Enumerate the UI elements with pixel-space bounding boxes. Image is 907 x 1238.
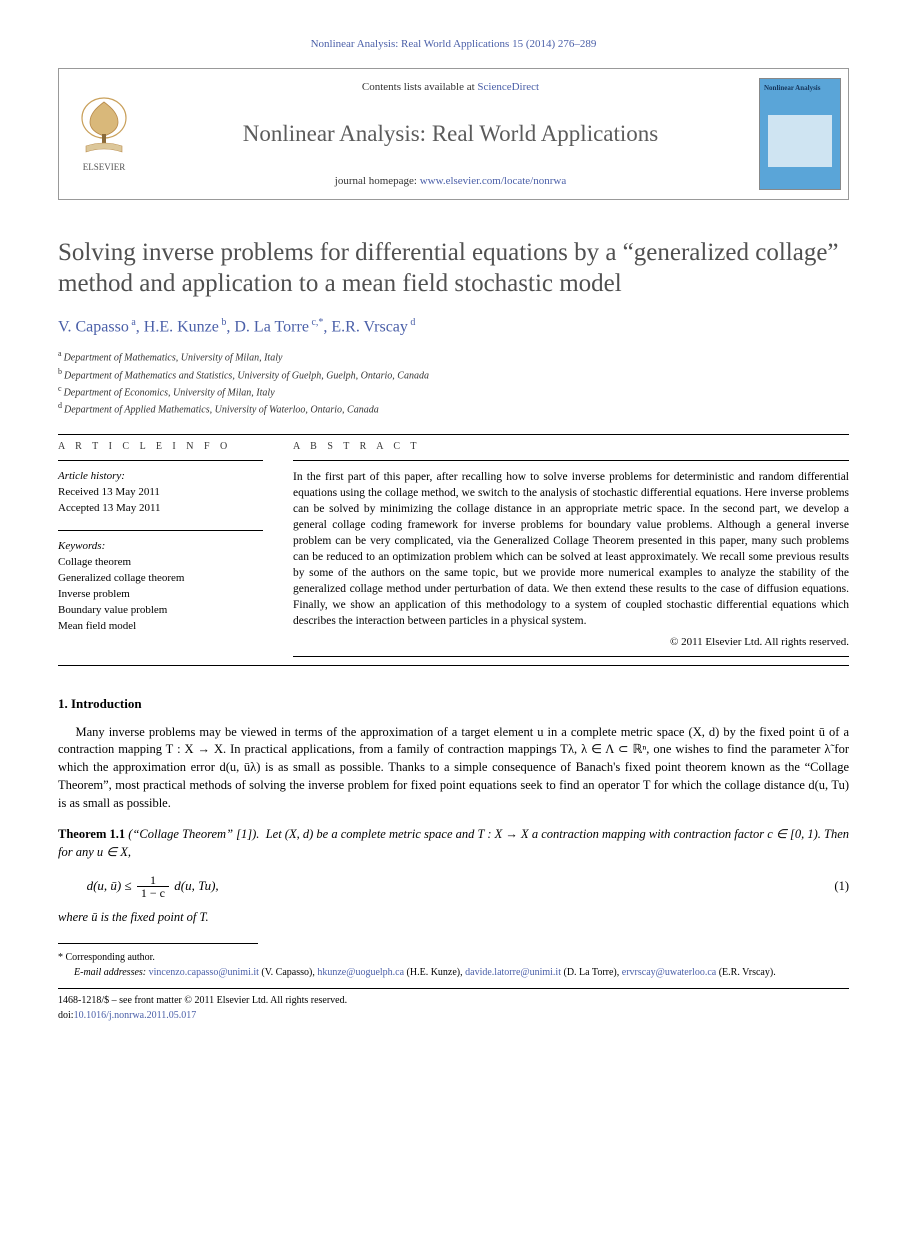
eq-rhs: d(u, Tu), (171, 878, 219, 893)
cover-inner-box (768, 115, 832, 167)
keywords-label: Keywords: (58, 539, 263, 555)
email-link[interactable]: hkunze@uoguelph.ca (317, 967, 404, 978)
bottom-divider (58, 988, 849, 989)
eq-fraction: 11 − c (137, 874, 169, 900)
abstract-heading: A B S T R A C T (293, 441, 849, 452)
doi-line: doi:10.1016/j.nonrwa.2011.05.017 (58, 1009, 849, 1024)
author-affil-sup: a (129, 317, 136, 328)
article-history: Article history: Received 13 May 2011 Ac… (58, 469, 263, 517)
equation-1: d(u, ū) ≤ 11 − c d(u, Tu), (58, 874, 834, 900)
sciencedirect-link[interactable]: ScienceDirect (477, 81, 539, 93)
abstract-divider (293, 460, 849, 461)
footnotes-block: * Corresponding author. E-mail addresses… (58, 950, 849, 980)
equation-1-followup: where ū is the fixed point of T. (58, 910, 849, 925)
email-link[interactable]: davide.latorre@unimi.it (465, 967, 561, 978)
affiliation: b Department of Mathematics and Statisti… (58, 366, 849, 383)
keyword: Collage theorem (58, 555, 263, 571)
article-authors: V. Capasso a, H.E. Kunze b, D. La Torre … (58, 317, 849, 336)
author[interactable]: E.R. Vrscay (331, 318, 408, 335)
header-citation: Nonlinear Analysis: Real World Applicati… (58, 38, 849, 50)
email-link[interactable]: vincenzo.capasso@unimi.it (149, 967, 259, 978)
author[interactable]: H.E. Kunze (144, 318, 219, 335)
article-info-heading: A R T I C L E I N F O (58, 441, 263, 452)
info-divider-2 (58, 530, 263, 531)
affiliation: a Department of Mathematics, University … (58, 348, 849, 365)
theorem-citation: (“Collage Theorem” [1]). (128, 827, 259, 841)
homepage-link[interactable]: www.elsevier.com/locate/nonrwa (420, 175, 567, 187)
eq-lhs: d(u, ū) ≤ (87, 878, 135, 893)
author[interactable]: D. La Torre (234, 318, 309, 335)
theorem-1-1: Theorem 1.1 (“Collage Theorem” [1]). Let… (58, 826, 849, 862)
info-divider-1 (58, 460, 263, 461)
email-link[interactable]: ervrscay@uwaterloo.ca (622, 967, 716, 978)
affiliations-block: a Department of Mathematics, University … (58, 348, 849, 417)
contents-available-line: Contents lists available at ScienceDirec… (149, 81, 752, 93)
article-title: Solving inverse problems for differentia… (58, 238, 849, 299)
email-addresses-line: E-mail addresses: vincenzo.capasso@unimi… (58, 965, 849, 980)
homepage-prefix: journal homepage: (335, 175, 420, 187)
affiliation: c Department of Economics, University of… (58, 383, 849, 400)
history-label: Article history: (58, 469, 263, 485)
elsevier-tree-icon (76, 96, 132, 158)
bottom-matter: 1468-1218/$ – see front matter © 2011 El… (58, 994, 849, 1023)
issn-copyright-line: 1468-1218/$ – see front matter © 2011 El… (58, 994, 849, 1009)
publisher-name: ELSEVIER (83, 162, 126, 172)
article-info-column: A R T I C L E I N F O Article history: R… (58, 441, 263, 665)
keyword: Mean field model (58, 619, 263, 635)
author-affil-sup: d (408, 317, 416, 328)
homepage-line: journal homepage: www.elsevier.com/locat… (149, 175, 752, 187)
equation-number-1: (1) (834, 879, 849, 894)
keyword: Boundary value problem (58, 603, 263, 619)
journal-name: Nonlinear Analysis: Real World Applicati… (149, 121, 752, 147)
keyword: Inverse problem (58, 587, 263, 603)
doi-link[interactable]: 10.1016/j.nonrwa.2011.05.017 (74, 1010, 197, 1021)
keyword: Generalized collage theorem (58, 571, 263, 587)
publisher-logo-block: ELSEVIER (59, 69, 149, 199)
divider-bottom (58, 665, 849, 666)
banner-center: Contents lists available at ScienceDirec… (149, 69, 752, 199)
footnote-divider (58, 943, 258, 944)
emails-label: E-mail addresses: (74, 967, 149, 978)
received-date: Received 13 May 2011 (58, 485, 263, 501)
eq-frac-den: 1 − c (137, 887, 169, 900)
journal-cover-thumbnail: Nonlinear Analysis (759, 78, 841, 190)
author-affil-sup: b (219, 317, 227, 328)
affiliation: d Department of Applied Mathematics, Uni… (58, 400, 849, 417)
abstract-text: In the first part of this paper, after r… (293, 469, 849, 630)
author-affil-sup: c,* (309, 317, 323, 328)
contents-prefix: Contents lists available at (362, 81, 477, 93)
abstract-bottom-divider (293, 656, 849, 657)
author[interactable]: V. Capasso (58, 318, 129, 335)
journal-banner: ELSEVIER Contents lists available at Sci… (58, 68, 849, 200)
accepted-date: Accepted 13 May 2011 (58, 501, 263, 517)
theorem-label: Theorem 1.1 (58, 827, 125, 841)
cover-title-text: Nonlinear Analysis (764, 85, 836, 93)
divider-top (58, 434, 849, 435)
corresponding-author-note: * Corresponding author. (58, 950, 849, 965)
abstract-copyright: © 2011 Elsevier Ltd. All rights reserved… (293, 636, 849, 648)
equation-1-row: d(u, ū) ≤ 11 − c d(u, Tu), (1) (58, 874, 849, 900)
cover-thumbnail-block: Nonlinear Analysis (752, 69, 848, 199)
keywords-block: Keywords: Collage theoremGeneralized col… (58, 539, 263, 635)
abstract-column: A B S T R A C T In the first part of thi… (293, 441, 849, 665)
section-1-heading: 1. Introduction (58, 696, 849, 712)
doi-label: doi: (58, 1010, 74, 1021)
eq-frac-num: 1 (137, 874, 169, 888)
intro-paragraph-1: Many inverse problems may be viewed in t… (58, 724, 849, 813)
